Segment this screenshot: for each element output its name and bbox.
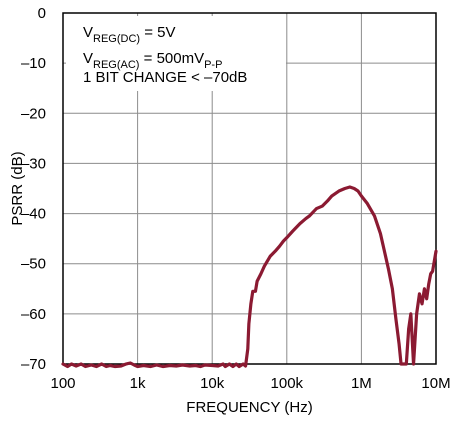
- x-tick-label: 1M: [351, 375, 372, 392]
- y-tick-label: –20: [21, 105, 46, 122]
- x-tick-label: 100: [50, 375, 75, 392]
- x-tick-labels: 100 1k 10k 100k 1M 10M: [50, 375, 450, 392]
- x-tick-label: 100k: [271, 375, 304, 392]
- y-axis-label: PSRR (dB): [9, 151, 26, 225]
- y-tick-label: –30: [21, 155, 46, 172]
- x-axis-label: FREQUENCY (Hz): [186, 399, 312, 416]
- x-tick-label: 10k: [200, 375, 225, 392]
- series-layer: [61, 185, 438, 369]
- plot-frame: [62, 12, 437, 365]
- annotation-line: VREG(DC) = 5V: [83, 24, 176, 45]
- annotation-box: [66, 16, 286, 91]
- annotation-line: 1 BIT CHANGE < –70dB: [83, 69, 247, 86]
- annotation-line: VREG(AC) = 500mVP-P: [83, 50, 222, 71]
- x-tick-label: 10M: [421, 375, 450, 392]
- y-tick-label: –50: [21, 256, 46, 273]
- y-tick-label: –40: [21, 206, 46, 223]
- y-tick-label: 0: [38, 5, 46, 22]
- y-tick-label: –60: [21, 306, 46, 323]
- annotation-text: VREG(DC) = 5V VREG(AC) = 500mVP-P1 BIT CH…: [83, 24, 247, 86]
- y-tick-label: –70: [21, 356, 46, 373]
- psrr-line: [61, 185, 438, 369]
- y-tick-label: –10: [21, 55, 46, 72]
- y-tick-labels: 0 –10 –20 –30 –40 –50 –60 –70: [21, 5, 46, 373]
- x-tick-label: 1k: [130, 375, 146, 392]
